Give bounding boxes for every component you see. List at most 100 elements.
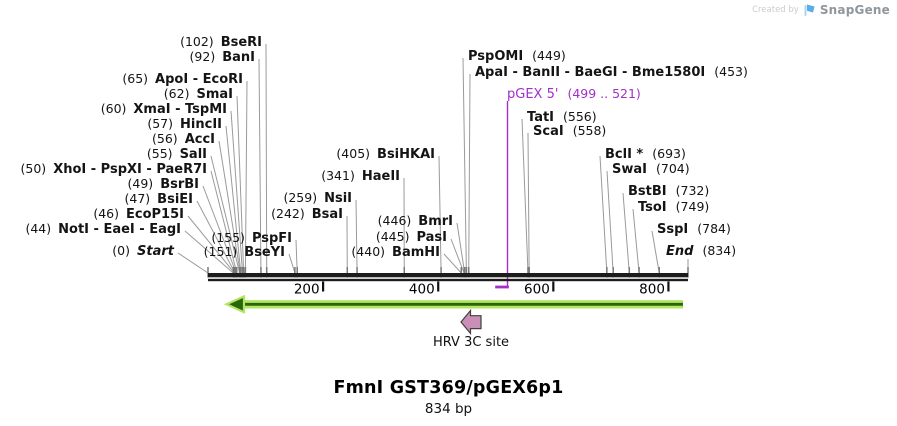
site-label-sali: (55) SalI [147,145,207,163]
site-position: (440) [351,244,386,259]
snapgene-watermark: Created by SnapGene [752,3,890,17]
site-label-tsoi: TsoI (749) [638,198,709,216]
leader-line [599,155,608,274]
snapgene-flag-icon [804,4,815,16]
site-position: (92) [189,49,216,64]
site-position: (556) [563,109,597,124]
site-position: (453) [714,64,748,79]
enzyme-name: SspI [657,222,689,237]
site-position: (445) [375,229,410,244]
site-label-noti-eaei-eagi: (44) NotI - EaeI - EagI [25,220,181,238]
snapgene-brand-text: SnapGene [819,3,890,17]
ruler-tick-label: 200 [294,282,320,298]
enzyme-name: BclI * [605,147,644,162]
site-label-bani: (92) BanI [190,48,255,66]
enzyme-name: ApoI - EcoRI [155,72,243,87]
leader-line [258,58,262,274]
site-position: (693) [652,146,686,161]
site-position: (55) [146,146,173,161]
leader-line [355,199,358,274]
site-position: (62) [163,86,190,101]
site-label-xmai-tspmi: (60) XmaI - TspMI [101,100,227,118]
site-label-ecop15i: (46) EcoP15I [93,205,184,223]
site-label-end: End (834) [666,242,736,260]
site-label-bcli-: BclI * (693) [605,145,686,163]
site-label-start: (0) Start [112,242,174,260]
enzyme-name: pGEX 5' [507,87,559,102]
ruler-tick-label: 800 [639,282,665,298]
site-label-nsii: (259) NsiI [283,189,352,207]
leader-line [632,208,640,274]
site-label-pspomi: PspOMI (449) [468,47,566,65]
site-label-bmri: (446) BmrI [378,212,453,230]
leader-line [225,125,242,274]
enzyme-name: ApaI - BanII - BaeGI - Bme1580I [475,65,706,80]
site-label-bsrbi: (49) BsrBI [128,175,199,193]
site-position: (784) [697,221,731,236]
enzyme-name: HincII [180,117,222,132]
site-position: (44) [25,221,52,236]
site-position: (405) [336,146,371,161]
leader-line [236,95,245,274]
site-label-scai: ScaI (558) [533,122,606,140]
construct-length: 834 bp [424,401,473,417]
site-label-bseyi: (151) BseYI [204,243,285,261]
leader-line [456,222,466,274]
enzyme-name: AccI [184,132,215,147]
site-label-hincii: (57) HincII [147,115,222,133]
site-label-swai: SwaI (704) [612,160,690,178]
site-label-bsihkai: (405) BsiHKAI [336,145,435,163]
enzyme-name: BstBI [628,184,667,199]
leader-line [443,253,462,274]
site-position: (732) [675,183,710,198]
site-position: (155) [211,230,245,245]
leader-line [622,192,630,274]
site-position: (50) [20,161,47,176]
site-label-apai-banii-baegi-bme1580i: ApaI - BanII - BaeGI - Bme1580I (453) [475,63,748,81]
hrv-3c-site-arrow-icon [460,308,482,336]
enzyme-name: TsoI [638,200,667,215]
feature-arrowhead [223,294,246,314]
enzyme-name: BmrI [418,214,453,229]
enzyme-name: Start [137,244,174,259]
leader-line [184,230,234,274]
site-label-bseri: (102) BseRI [180,33,262,51]
leader-line [230,110,244,274]
site-position: (0) [112,243,131,258]
site-position: (499 .. 521) [567,86,641,101]
leader-line [438,155,442,274]
leader-line [527,132,530,274]
enzyme-name: EcoP15I [126,207,184,222]
site-position: (259) [283,190,318,205]
leader-line [196,200,236,274]
site-label-sspi: SspI (784) [657,220,731,238]
enzyme-name: PspFI [251,231,292,246]
site-position: (46) [93,206,120,221]
leader-line [218,140,241,274]
site-position: (341) [321,168,355,183]
enzyme-name: ScaI [533,124,564,139]
site-position: (242) [271,206,305,221]
enzyme-name: HaeII [361,169,400,184]
site-position: (449) [532,48,566,63]
enzyme-name: PspOMI [468,49,524,64]
site-label-smai: (62) SmaI [164,85,233,103]
hrv-3c-site-label: HRV 3C site [432,335,510,350]
site-label-pasi: (445) PasI [376,228,447,246]
enzyme-name: BseYI [244,245,285,260]
enzyme-name: SwaI [612,162,647,177]
leader-line [244,80,248,274]
ruler-tick-label: 400 [409,282,435,298]
site-position: (558) [572,123,607,138]
site-position: (704) [655,161,690,176]
site-position: (151) [203,244,238,259]
created-by-text: Created by [752,5,799,15]
ruler-tick-label: 600 [524,282,550,298]
site-label-tati: TatI (556) [527,108,597,126]
enzyme-name: SmaI [196,87,233,102]
enzyme-name: BsaI [311,207,343,222]
enzyme-name: NotI - EaeI - EagI [58,222,181,237]
leader-line [288,253,296,274]
site-label-bamhi: (440) BamHI [351,243,440,261]
site-label-bsai: (242) BsaI [271,205,343,223]
